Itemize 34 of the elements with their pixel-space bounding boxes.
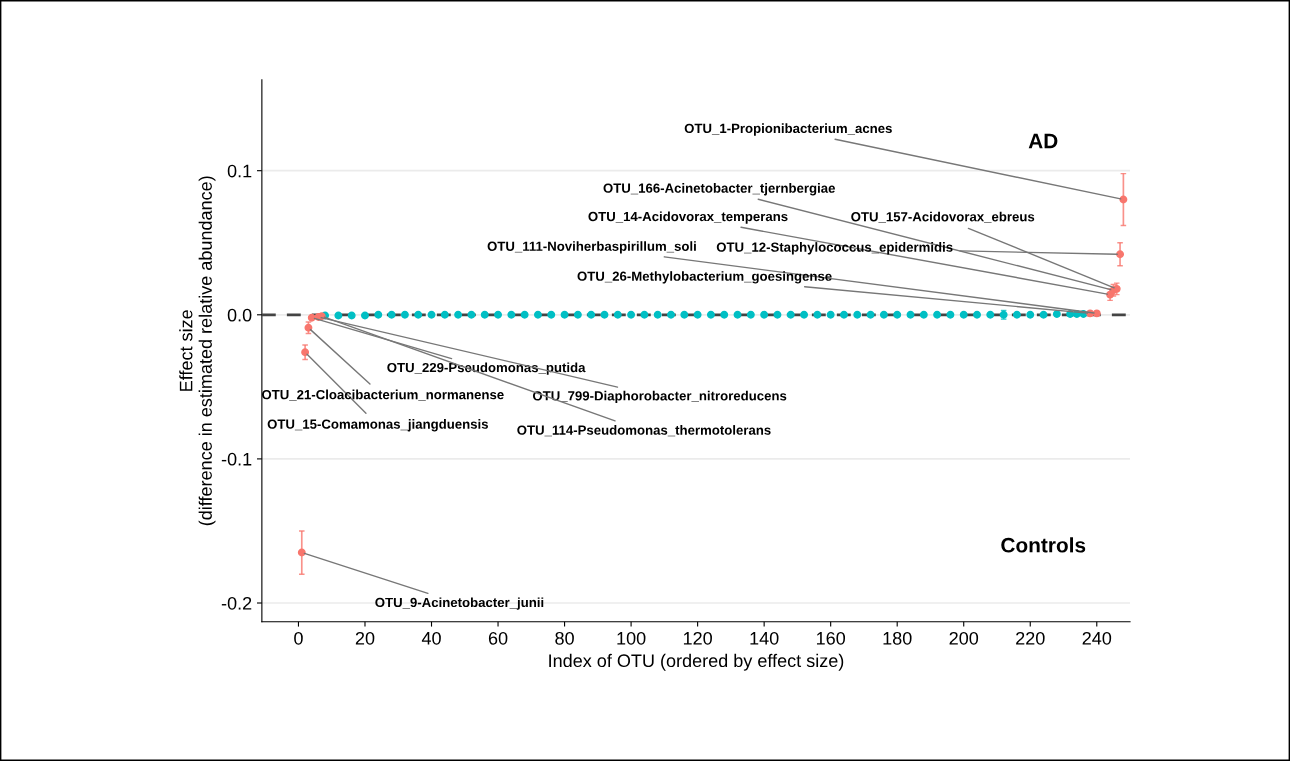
annotation: OTU_21-Cloacibacterium_normanense <box>261 389 504 401</box>
x-tick-label: 140 <box>750 631 779 645</box>
x-tick-label: 120 <box>683 631 712 645</box>
x-tick-label: 0 <box>294 631 303 645</box>
annotation: OTU_14-Acidovorax_temperans <box>588 211 788 224</box>
x-tick-label: 100 <box>617 631 646 645</box>
x-tick-label: 220 <box>1016 631 1045 645</box>
annotation: OTU_229-Pseudomonas_putida <box>387 362 586 375</box>
annotation: OTU_26-Methylobacterium_goesingense <box>577 271 832 284</box>
annotation: OTU_157-Acidovorax_ebreus <box>851 211 1035 223</box>
annotation: OTU_166-Acinetobacter_tjernbergiae <box>603 183 835 196</box>
x-tick-label: 80 <box>555 631 574 645</box>
annotation: OTU_114-Pseudomonas_thermotolerans <box>517 425 771 437</box>
annotation: OTU_111-Noviherbaspirillum_soli <box>487 241 696 254</box>
x-tick-label: 240 <box>1082 631 1112 645</box>
x-tick-label: 60 <box>488 631 508 645</box>
annotation: OTU_1-Propionibacterium_acnes <box>684 123 892 136</box>
annotation: AD <box>1028 133 1058 149</box>
annotation: Controls <box>1001 537 1086 553</box>
x-tick-label: 20 <box>355 631 375 645</box>
annotation: OTU_15-Comamonas_jiangduensis <box>267 419 488 432</box>
x-axis-title: Index of OTU (ordered by effect size) <box>549 653 844 671</box>
y-tick-label: -0.1 <box>221 452 252 466</box>
x-tick-label: 200 <box>949 631 979 645</box>
x-tick-label: 40 <box>421 631 441 645</box>
y-tick-label: -0.2 <box>221 596 252 610</box>
x-tick-label: 180 <box>883 631 912 645</box>
y-tick-label: 0.0 <box>227 308 252 322</box>
x-tick-label: 160 <box>816 631 846 645</box>
y-tick-label: 0.1 <box>227 164 252 178</box>
y-axis-title: Effect size (difference in estimated relative abundance) <box>179 176 216 526</box>
annotation: OTU_9-Acinetobacter_junii <box>375 597 544 610</box>
annotation: OTU_799-Diaphorobacter_nitroreducens <box>532 390 787 404</box>
annotation: OTU_12-Staphylococcus_epidermidis <box>716 242 953 255</box>
